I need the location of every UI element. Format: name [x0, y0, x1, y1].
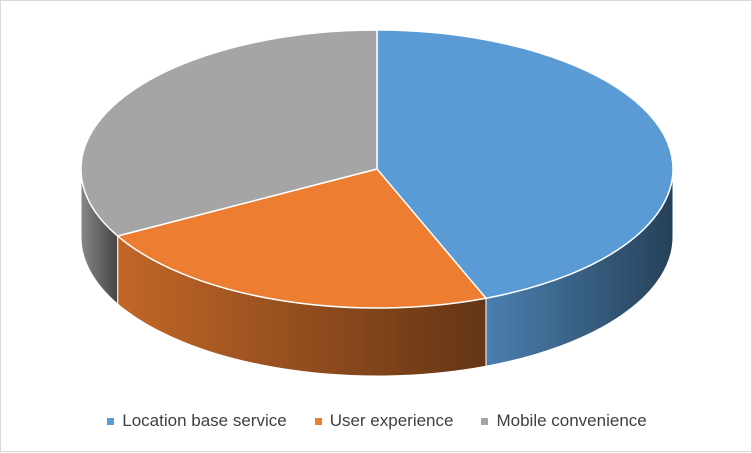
legend-entry-location-base-service: Location base service — [107, 411, 287, 431]
pie-slice-mobile-convenience — [80, 29, 378, 237]
legend-swatch — [481, 417, 489, 425]
legend-entry-user-experience: User experience — [314, 411, 454, 431]
legend-entry-mobile-convenience: Mobile convenience — [481, 411, 647, 431]
legend-label: Location base service — [122, 411, 287, 430]
pie-sides — [80, 168, 674, 377]
pie-slice-user-experience — [116, 168, 487, 309]
legend-label: Mobile convenience — [496, 411, 647, 430]
pie-slice-location-base-service — [376, 29, 674, 299]
legend-label: User experience — [329, 411, 454, 430]
legend: Location base service User experience Mo… — [1, 405, 752, 437]
legend-swatch — [314, 417, 322, 425]
legend-swatch — [107, 417, 115, 425]
pie-slices — [80, 29, 674, 309]
